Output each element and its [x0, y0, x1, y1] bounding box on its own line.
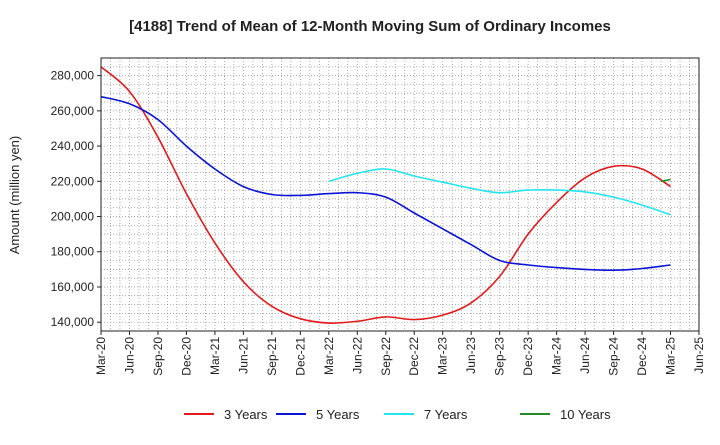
x-tick-label: Mar-24 — [550, 337, 564, 375]
x-tick-label: Sep-23 — [493, 337, 507, 376]
plot-area — [101, 58, 699, 331]
x-tick-label: Dec-22 — [407, 337, 421, 376]
legend-label-3-years: 3 Years — [224, 407, 268, 422]
y-tick-label: 260,000 — [51, 104, 95, 118]
x-tick-label: Jun-20 — [122, 337, 136, 374]
gridlines — [101, 58, 699, 331]
series-line-5-years — [100, 95, 671, 272]
series-lines — [100, 66, 671, 324]
series-line-3-years — [100, 66, 671, 324]
series-line-7-years — [328, 168, 671, 216]
series-line-10-years — [660, 178, 671, 183]
x-tick-label: Sep-24 — [607, 337, 621, 376]
x-tick-label: Sep-20 — [151, 337, 165, 376]
plot-border — [100, 57, 700, 332]
x-tick-label: Mar-20 — [94, 337, 108, 375]
x-tick-label: Mar-22 — [322, 337, 336, 375]
y-axis-label: Amount (million yen) — [7, 136, 22, 255]
x-tick-label: Sep-22 — [379, 337, 393, 376]
y-tick-label: 220,000 — [51, 174, 95, 188]
chart-title: [4188] Trend of Mean of 12-Month Moving … — [129, 18, 611, 35]
x-tick-label: Jun-23 — [464, 337, 478, 374]
legend-label-7-years: 7 Years — [424, 407, 468, 422]
legend-label-5-years: 5 Years — [316, 407, 360, 422]
y-tick-label: 160,000 — [51, 280, 95, 294]
legend-label-10-years: 10 Years — [560, 407, 611, 422]
y-axis-ticks: 140,000 160,000 180,000 200,000 220,000 240,0… — [51, 69, 101, 329]
y-tick-label: 140,000 — [51, 315, 95, 329]
x-tick-label: Mar-23 — [436, 337, 450, 375]
x-tick-label: Mar-25 — [664, 337, 678, 375]
y-tick-label: 240,000 — [51, 139, 95, 153]
x-tick-label: Dec-23 — [521, 337, 535, 376]
legend: 3 Years 5 Years 7 Years 10 Years — [184, 407, 611, 422]
y-tick-label: 200,000 — [51, 210, 95, 224]
x-tick-label: Dec-21 — [293, 337, 307, 376]
x-axis-ticks: Mar-20 Jun-20 Sep-20 Dec-20 Mar-21 Jun-21 Sep-… — [94, 331, 706, 376]
x-tick-label: Dec-20 — [179, 337, 193, 376]
x-tick-label: Mar-21 — [208, 337, 222, 375]
x-tick-label: Dec-24 — [635, 337, 649, 376]
x-tick-label: Sep-21 — [265, 337, 279, 376]
x-tick-label: Jun-24 — [578, 337, 592, 374]
x-tick-label: Jun-22 — [350, 337, 364, 374]
x-tick-label: Jun-25 — [692, 337, 706, 374]
x-tick-label: Jun-21 — [236, 337, 250, 374]
y-tick-label: 180,000 — [51, 245, 95, 259]
y-tick-label: 280,000 — [51, 69, 95, 83]
